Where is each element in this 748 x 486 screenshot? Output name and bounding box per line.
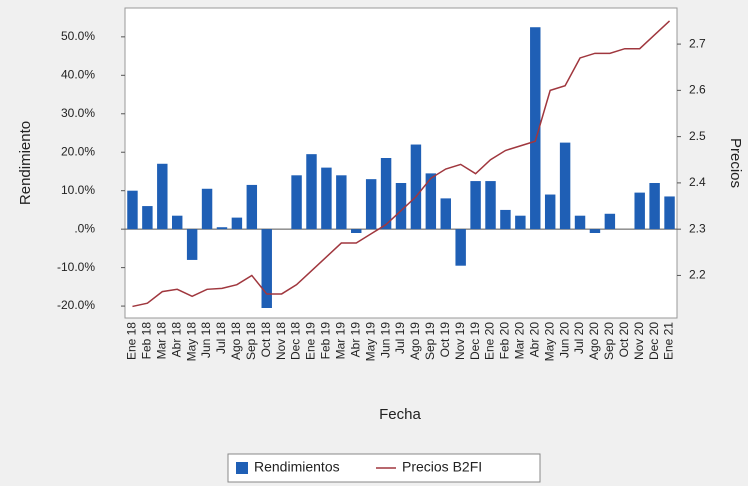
x-tick-label: Feb 18: [140, 322, 154, 360]
x-tick-label: Feb 20: [498, 322, 512, 360]
bar: [664, 196, 675, 230]
x-tick-label: Mar 18: [154, 322, 168, 360]
x-tick-label: Oct 19: [438, 322, 452, 358]
x-tick-label: Jun 18: [199, 322, 213, 358]
bar: [455, 229, 466, 266]
y-tick-label: 10.0%: [61, 183, 95, 197]
bar: [291, 175, 302, 230]
bar: [634, 192, 645, 230]
y2-tick-label: 2.5: [689, 129, 706, 143]
bar: [127, 190, 138, 230]
bar: [157, 163, 168, 230]
x-tick-label: May 19: [363, 322, 377, 362]
x-tick-label: Nov 18: [274, 322, 288, 360]
y2-axis-title: Precios: [727, 138, 744, 188]
plot-area: [124, 7, 678, 319]
bar: [425, 173, 437, 230]
bar: [261, 229, 272, 308]
bar: [306, 154, 317, 230]
bar: [142, 206, 153, 230]
x-tick-label: Abr 19: [348, 322, 362, 358]
bar: [246, 184, 258, 230]
bar: [559, 142, 571, 230]
legend-swatch: [236, 462, 248, 474]
bar: [351, 229, 362, 233]
x-tick-label: Dec 18: [289, 322, 303, 360]
bar: [440, 198, 451, 230]
x-tick-label: May 20: [542, 322, 556, 362]
bar: [470, 181, 481, 230]
x-tick-label: Jun 19: [378, 322, 392, 358]
y-tick-label: 30.0%: [61, 106, 95, 120]
bar: [544, 194, 556, 230]
x-tick-label: Abr 20: [527, 322, 541, 358]
bar: [365, 179, 377, 230]
y-tick-label: .0%: [74, 221, 95, 235]
x-tick-label: Ago 20: [587, 322, 601, 360]
legend-label: Rendimientos: [254, 459, 340, 475]
x-tick-label: Sep 20: [602, 322, 616, 360]
bar: [500, 209, 511, 230]
bar: [574, 215, 586, 230]
bar: [515, 215, 526, 230]
x-tick-label: Jul 19: [393, 322, 407, 354]
x-tick-label: Sep 18: [244, 322, 258, 360]
bar: [410, 144, 422, 230]
x-tick-label: Oct 18: [259, 322, 273, 358]
y-tick-label: -10.0%: [57, 260, 95, 274]
bar: [485, 181, 496, 230]
y-tick-label: 40.0%: [61, 67, 95, 81]
bar: [395, 183, 407, 230]
legend-label: Precios B2FI: [402, 459, 482, 475]
x-tick-label: Nov 19: [453, 322, 467, 360]
y-axis-title: Rendimiento: [17, 121, 34, 205]
x-tick-label: Ago 18: [229, 322, 243, 360]
x-tick-label: Sep 19: [423, 322, 437, 360]
x-tick-label: Nov 20: [632, 322, 646, 360]
x-tick-label: Ago 19: [408, 322, 422, 360]
line: [132, 20, 671, 308]
x-tick-label: Abr 18: [169, 322, 183, 358]
x-tick-label: Feb 19: [319, 322, 333, 360]
x-tick-label: Ene 21: [662, 322, 676, 360]
x-tick-label: Oct 20: [617, 322, 631, 358]
y2-tick-label: 2.4: [689, 175, 706, 189]
y2-tick-label: 2.2: [689, 268, 706, 282]
bar: [231, 217, 243, 230]
x-axis-title: Fecha: [379, 406, 421, 423]
bar: [201, 188, 213, 230]
x-tick-label: Dec 19: [468, 322, 482, 360]
bar: [321, 167, 332, 230]
y2-tick-label: 2.6: [689, 83, 706, 97]
y-tick-label: -20.0%: [57, 298, 95, 312]
x-tick-label: Jul 18: [214, 322, 228, 354]
bar: [336, 175, 347, 230]
bar: [649, 183, 660, 230]
y-tick-label: 20.0%: [61, 144, 95, 158]
bar: [589, 229, 601, 233]
x-tick-label: May 18: [184, 322, 198, 362]
x-tick-label: Ene 18: [125, 322, 139, 360]
x-tick-label: Mar 20: [513, 322, 527, 360]
bar: [216, 227, 228, 230]
x-tick-label: Mar 19: [333, 322, 347, 360]
x-tick-label: Ene 20: [483, 322, 497, 360]
x-tick-label: Ene 19: [304, 322, 318, 360]
bar: [380, 158, 392, 230]
y-tick-label: 50.0%: [61, 29, 95, 43]
bar: [186, 229, 198, 260]
bar: [171, 215, 183, 230]
x-tick-label: Jul 20: [572, 322, 586, 354]
y2-tick-label: 2.7: [689, 36, 706, 50]
bar: [604, 213, 616, 230]
y2-tick-label: 2.3: [689, 221, 706, 235]
x-tick-label: Dec 20: [647, 322, 661, 360]
bar: [530, 27, 541, 230]
x-tick-label: Jun 20: [557, 322, 571, 358]
